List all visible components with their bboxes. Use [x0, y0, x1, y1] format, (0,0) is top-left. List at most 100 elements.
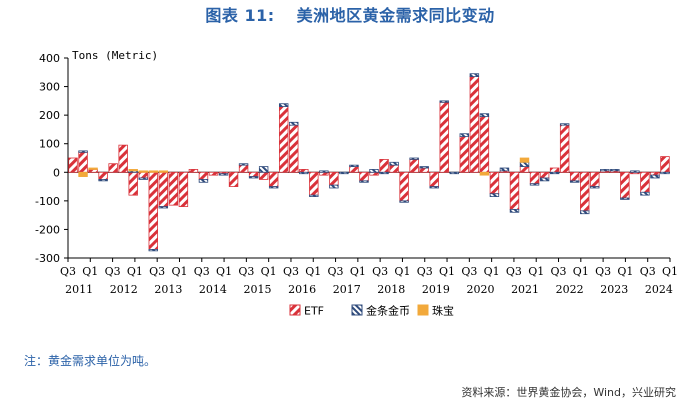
x-tick-label: Q1 — [662, 265, 678, 278]
legend-swatch — [417, 304, 429, 316]
bar-etf — [359, 171, 369, 182]
x-tick-label: Q1 — [216, 265, 232, 278]
bar-etf — [569, 171, 580, 182]
bar-jewelry — [479, 171, 490, 176]
x-tick-label: Q1 — [484, 265, 500, 278]
source-text: 资料来源：世界黄金协会，Wind，兴业研究 — [461, 386, 676, 399]
figure-title-text: 美洲地区黄金需求同比变动 — [296, 6, 495, 25]
bar-etf — [248, 171, 259, 177]
bar-coins — [539, 177, 550, 182]
bar-coins — [600, 169, 610, 172]
x-year-label: 2018 — [377, 283, 405, 296]
bar-etf — [168, 171, 179, 206]
bar-etf — [479, 116, 490, 173]
bar-etf — [198, 171, 209, 180]
bar-coins — [549, 171, 560, 175]
x-tick-label: Q3 — [149, 265, 165, 278]
x-tick-label: Q1 — [171, 265, 187, 278]
legend-label: ETF — [304, 305, 324, 318]
bar-jewelry — [78, 171, 88, 177]
bar-etf — [289, 124, 299, 173]
bar-coins — [459, 133, 470, 137]
x-tick-label: Q1 — [573, 265, 589, 278]
bar-coins — [409, 157, 419, 160]
y-tick-label: 200 — [39, 109, 60, 122]
bar-coins — [258, 166, 269, 173]
bar-coins — [519, 161, 530, 167]
x-tick-label: Q3 — [461, 265, 477, 278]
bar-etf — [489, 171, 500, 195]
bar-coins — [248, 176, 259, 179]
y-tick-label: 0 — [53, 166, 60, 179]
bar-coins — [299, 171, 309, 175]
x-tick-label: Q3 — [551, 265, 567, 278]
x-tick-label: Q1 — [617, 265, 633, 278]
bar-etf — [539, 171, 550, 179]
x-year-label: 2013 — [154, 283, 182, 296]
bar-etf — [78, 151, 88, 173]
bar-jewelry — [158, 170, 169, 173]
bar-jewelry — [519, 157, 530, 163]
figure-title-number: 11: — [244, 6, 275, 25]
x-tick-label: Q1 — [261, 265, 277, 278]
x-year-label: 2022 — [556, 283, 584, 296]
x-year-label: 2019 — [422, 283, 450, 296]
bar-coins — [660, 171, 670, 175]
x-tick-label: Q3 — [238, 265, 254, 278]
bar-coins — [650, 174, 660, 179]
bar-etf — [509, 171, 520, 210]
bar-coins — [238, 163, 249, 166]
bar-etf — [439, 101, 449, 173]
chart-axes — [64, 57, 671, 262]
x-year-label: 2024 — [645, 283, 673, 296]
x-tick-label: Q1 — [439, 265, 455, 278]
bar-coins — [469, 73, 480, 77]
bar-coins — [329, 184, 339, 189]
bar-coins — [580, 210, 590, 215]
bar-coins — [630, 170, 640, 173]
legend-swatch — [351, 304, 363, 316]
bar-etf — [228, 171, 239, 187]
bar-etf — [389, 164, 399, 173]
x-tick-label: Q1 — [305, 265, 321, 278]
bar-coins — [559, 123, 570, 126]
legend-label: 金条金币 — [366, 304, 410, 318]
bar-etf — [349, 166, 359, 173]
x-year-label: 2011 — [65, 283, 93, 296]
x-tick-label: Q1 — [350, 265, 366, 278]
bar-coins — [359, 180, 369, 183]
bar-coins — [278, 103, 289, 107]
x-tick-label: Q3 — [283, 265, 299, 278]
bar-etf — [459, 136, 470, 173]
x-tick-label: Q1 — [528, 265, 544, 278]
bar-coins — [399, 200, 409, 203]
x-year-label: 2021 — [511, 283, 539, 296]
bar-coins — [289, 121, 299, 126]
y-tick-label: -200 — [35, 223, 60, 236]
bar-coins — [339, 171, 349, 175]
x-tick-label: Q3 — [372, 265, 388, 278]
bar-coins — [319, 170, 329, 173]
y-tick-label: 400 — [39, 52, 60, 65]
bar-etf — [399, 171, 409, 202]
chart-bars — [68, 73, 670, 252]
bar-jewelry — [128, 169, 138, 172]
bar-etf — [258, 171, 269, 180]
bar-coins — [590, 186, 600, 189]
x-tick-label: Q3 — [328, 265, 344, 278]
chart: -300 -200 -100 0 100 200 300 400 Tons (Metric) Q3… — [35, 49, 678, 318]
bar-etf — [299, 169, 309, 173]
bar-etf — [650, 171, 660, 176]
y-tick-label: -300 — [35, 252, 60, 265]
x-year-label: 2016 — [288, 283, 316, 296]
bar-etf — [469, 76, 480, 173]
bar-etf — [519, 166, 530, 173]
bar-coins — [509, 209, 520, 213]
bar-etf — [278, 106, 289, 173]
x-tick-label: Q3 — [640, 265, 656, 278]
footnote: 注：黄金需求单位为吨。 — [24, 354, 157, 368]
x-tick-label: Q3 — [105, 265, 121, 278]
bar-etf — [88, 169, 98, 173]
x-tick-label: Q1 — [394, 265, 410, 278]
bar-coins — [489, 193, 500, 197]
